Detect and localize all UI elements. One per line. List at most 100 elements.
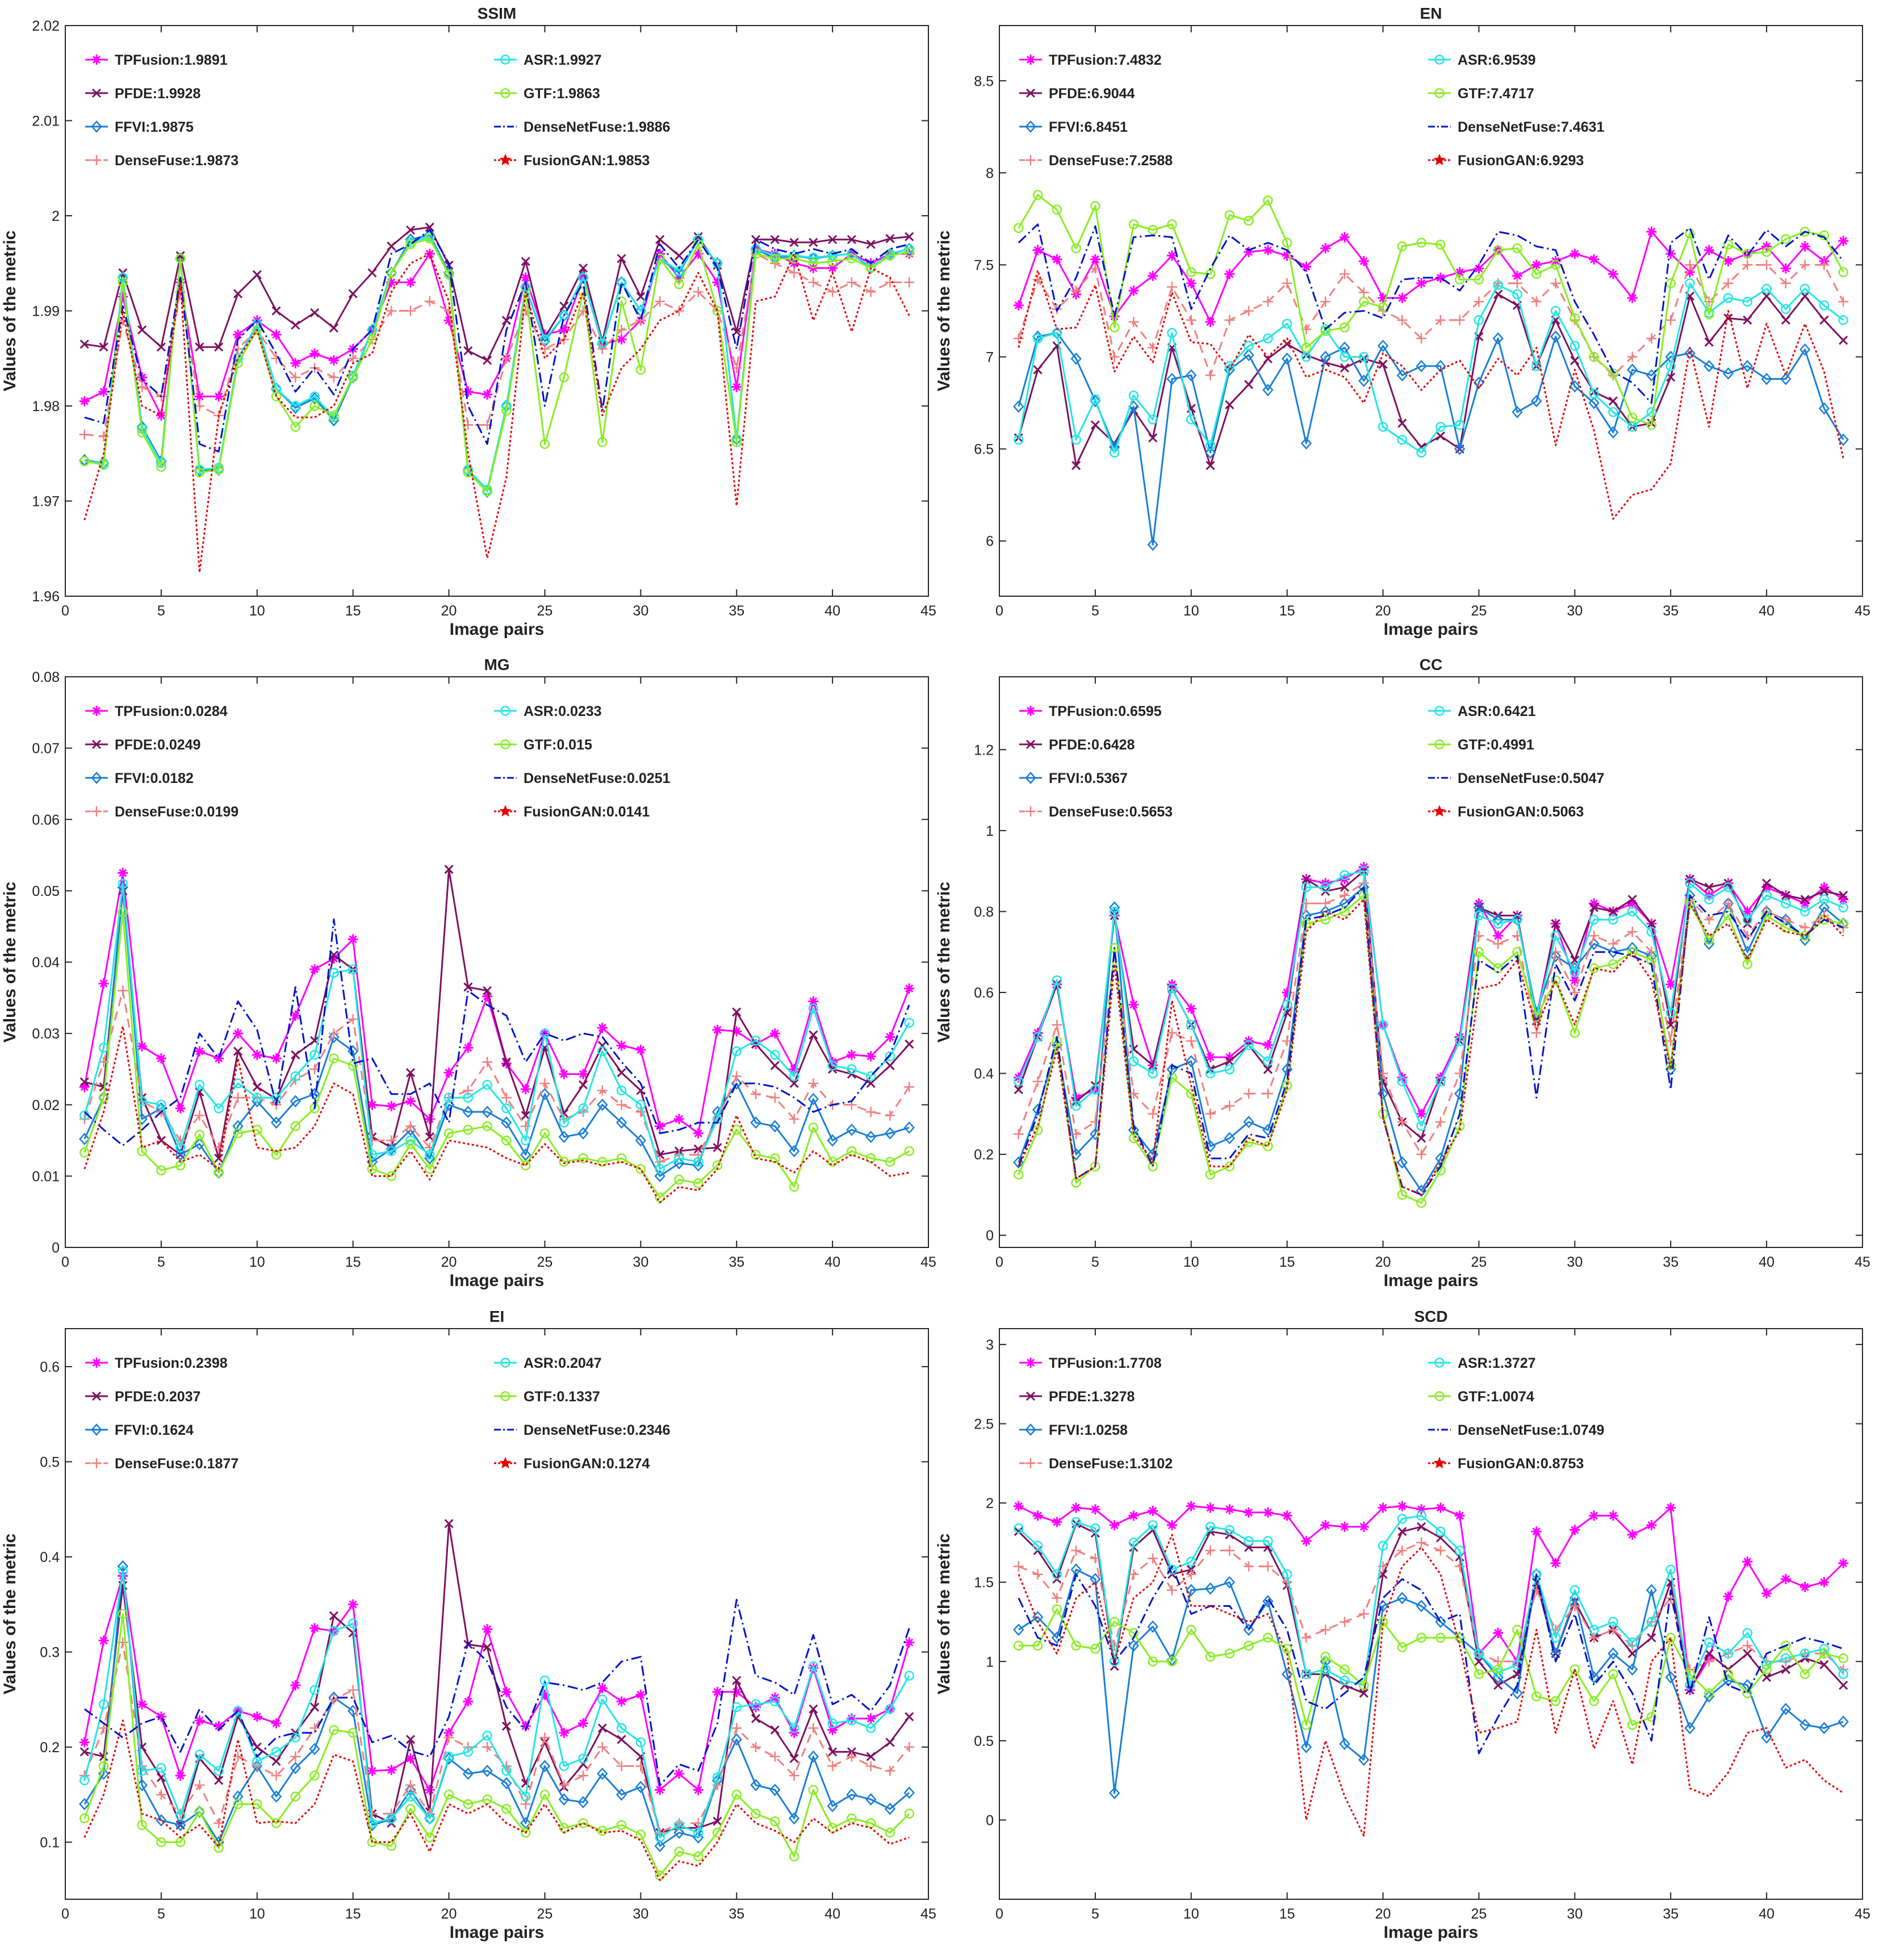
data-point-gtf (175, 253, 186, 264)
data-point-asr (367, 1149, 378, 1160)
data-point-asr (1128, 1056, 1139, 1066)
data-point-gtf (425, 233, 435, 244)
data-point-tpfusion (559, 1727, 570, 1738)
x-tick-label: 5 (1091, 1254, 1099, 1270)
data-point-ffvi (1224, 1576, 1236, 1589)
data-point-ffvi (865, 1130, 877, 1144)
data-point-asr (386, 1813, 396, 1824)
data-point-densefuse (885, 1765, 895, 1776)
data-point-densefuse (348, 1014, 358, 1024)
data-point-asr (1685, 278, 1695, 288)
data-point-densefuse (290, 372, 301, 383)
data-point-tpfusion (194, 1046, 205, 1057)
data-point-densefuse (789, 1770, 800, 1781)
series-line-densenetfuse (84, 229, 910, 453)
data-point-asr (1512, 914, 1522, 925)
data-point-ffvi (1320, 350, 1331, 363)
data-point-asr (1263, 333, 1273, 344)
data-point-densefuse (865, 287, 876, 297)
data-point-asr (1454, 1546, 1465, 1556)
data-point-gtf (885, 250, 895, 261)
data-point-gtf (1474, 274, 1484, 285)
data-point-gtf (597, 1157, 608, 1167)
data-point-ffvi (1243, 349, 1254, 362)
data-point-ffvi (1358, 1753, 1370, 1766)
data-point-gtf (1052, 204, 1062, 215)
data-point-pfde (1090, 420, 1100, 430)
data-point-densefuse (1742, 1640, 1753, 1651)
data-point-tpfusion (1224, 1052, 1235, 1062)
legend-marker (1433, 805, 1446, 817)
legend-marker (1026, 155, 1036, 165)
data-point-gtf (482, 487, 492, 497)
data-point-asr (425, 1813, 435, 1824)
legend-label: ASR:0.0233 (524, 703, 602, 719)
data-point-ffvi (1722, 897, 1734, 910)
data-point-tpfusion (1167, 1520, 1177, 1531)
data-point-asr (1378, 1540, 1388, 1551)
data-point-densefuse (539, 1078, 550, 1089)
data-point-gtf (1512, 243, 1522, 254)
legend-label: GTF:0.015 (524, 737, 592, 753)
data-point-densefuse (1397, 315, 1408, 325)
data-point-gtf (539, 1128, 550, 1138)
data-point-tpfusion (655, 1121, 666, 1132)
data-point-gtf (1742, 1688, 1753, 1698)
data-point-asr (770, 1696, 780, 1707)
data-point-asr (1340, 870, 1350, 881)
data-point-tpfusion (1569, 249, 1580, 259)
data-point-gtf (1838, 267, 1848, 278)
data-point-asr (1397, 1077, 1408, 1087)
x-tick-label: 5 (157, 603, 165, 619)
data-point-pfde (271, 306, 281, 316)
data-point-asr (1685, 1680, 1695, 1690)
data-point-pfde (79, 340, 89, 349)
data-point-densefuse (1340, 890, 1350, 901)
data-point-asr (290, 401, 301, 411)
data-point-densefuse (1665, 315, 1676, 325)
data-point-densefuse (1128, 1569, 1139, 1580)
legend-label: FFVI:0.0182 (115, 770, 194, 786)
data-point-gtf (386, 1841, 396, 1851)
data-point-asr (1205, 1068, 1216, 1079)
x-tick-label: 15 (345, 603, 361, 619)
data-point-gtf (770, 1816, 780, 1827)
data-point-ffvi (98, 1091, 110, 1104)
legend-label: ASR:0.6421 (1458, 703, 1536, 719)
data-point-ffvi (577, 1127, 589, 1140)
y-axis-label: Values of the metric (935, 1534, 953, 1694)
legend-entry-gtf: GTF:1.0074 (1428, 1389, 1534, 1405)
legend-entry-pfde: PFDE:1.9928 (85, 86, 201, 102)
data-point-densefuse (1128, 316, 1139, 327)
data-point-gtf (1838, 1653, 1848, 1664)
data-point-pfde (214, 1775, 224, 1785)
data-point-pfde (1033, 365, 1043, 375)
data-point-densefuse (1224, 1100, 1235, 1111)
data-point-gtf (1167, 219, 1177, 229)
legend-entry-densefuse: DenseFuse:7.2588 (1019, 153, 1173, 169)
data-point-densefuse (214, 1818, 224, 1828)
data-point-densefuse (1838, 296, 1849, 307)
data-point-densefuse (1052, 1593, 1062, 1603)
y-tick-label: 1.96 (32, 589, 60, 605)
data-point-densefuse (673, 305, 684, 316)
x-tick-label: 40 (1759, 1254, 1774, 1270)
data-point-tpfusion (214, 1053, 224, 1064)
data-point-tpfusion (520, 272, 531, 283)
data-point-pfde (1589, 903, 1599, 912)
data-point-pfde (214, 342, 224, 352)
data-point-tpfusion (271, 1718, 282, 1729)
data-point-tpfusion (616, 1696, 627, 1707)
x-tick-label: 20 (441, 1254, 457, 1270)
y-axis-label: Values of the metric (1, 231, 19, 391)
data-point-tpfusion (1128, 999, 1139, 1010)
data-point-asr (1589, 914, 1599, 925)
data-point-tpfusion (578, 1069, 588, 1079)
data-point-gtf (1397, 1190, 1408, 1200)
data-point-asr (1781, 304, 1791, 315)
data-point-gtf (1665, 1632, 1676, 1643)
data-point-asr (789, 1723, 800, 1733)
data-point-asr (789, 1071, 800, 1082)
data-point-ffvi (616, 1788, 627, 1801)
data-point-asr (1014, 1077, 1024, 1087)
